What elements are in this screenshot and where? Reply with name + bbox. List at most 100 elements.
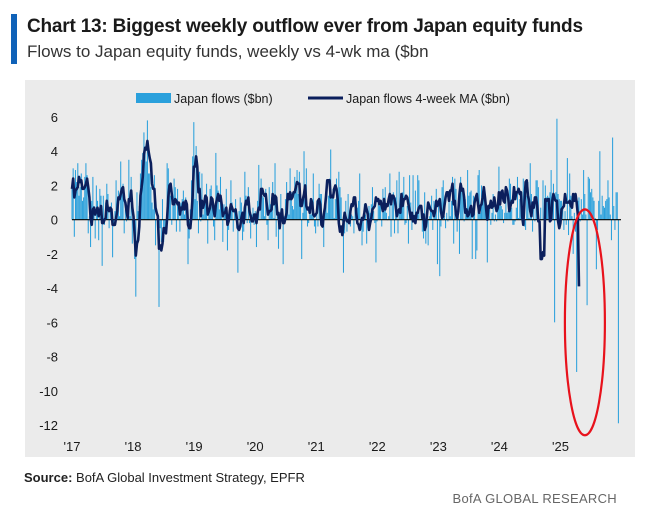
flow-bar bbox=[261, 195, 263, 220]
flow-bar bbox=[587, 176, 589, 220]
flow-bar bbox=[439, 219, 441, 277]
flow-bar bbox=[268, 187, 270, 220]
flow-bar bbox=[486, 219, 488, 263]
flow-bar bbox=[239, 197, 241, 220]
flow-bar bbox=[427, 219, 429, 246]
flow-bar bbox=[166, 163, 168, 220]
flow-bar bbox=[98, 219, 100, 241]
flow-bar bbox=[296, 170, 298, 220]
flow-bar bbox=[240, 202, 242, 220]
flow-bar bbox=[471, 219, 473, 260]
flow-bar bbox=[431, 195, 433, 220]
flow-bar bbox=[428, 216, 430, 220]
flow-bar bbox=[448, 197, 450, 220]
flow-bar bbox=[90, 219, 92, 248]
flow-bar bbox=[359, 173, 361, 220]
flow-bar bbox=[238, 211, 240, 220]
flow-bar bbox=[563, 219, 565, 230]
flow-bar bbox=[108, 219, 110, 229]
flow-bar bbox=[94, 219, 96, 239]
flow-bar bbox=[170, 195, 172, 220]
flow-bar bbox=[195, 146, 197, 220]
flow-bar bbox=[369, 212, 371, 220]
flow-bar bbox=[202, 214, 204, 220]
flow-bar bbox=[331, 197, 333, 220]
flow-bar bbox=[607, 180, 609, 220]
flow-bar bbox=[204, 197, 206, 220]
flow-bar bbox=[571, 216, 573, 220]
flow-bar bbox=[396, 180, 398, 220]
flow-bar bbox=[344, 219, 346, 234]
flow-bar bbox=[135, 219, 137, 297]
flow-bar bbox=[460, 176, 462, 220]
flow-bar bbox=[244, 171, 246, 220]
flow-bar bbox=[290, 192, 292, 220]
flow-bar bbox=[203, 199, 205, 220]
flow-bar bbox=[317, 219, 319, 227]
flow-bar bbox=[80, 173, 82, 220]
title-accent-bar bbox=[11, 14, 17, 64]
flow-bar bbox=[562, 205, 564, 220]
flow-bar bbox=[267, 219, 269, 241]
flow-bar bbox=[414, 190, 416, 220]
flow-bar bbox=[273, 217, 275, 220]
flow-bar bbox=[406, 205, 408, 220]
flow-bar bbox=[79, 187, 81, 220]
x-tick-label: '20 bbox=[247, 439, 264, 454]
flow-bar bbox=[503, 219, 505, 224]
flow-bar bbox=[388, 216, 390, 220]
flow-bar bbox=[266, 219, 268, 225]
flow-bar bbox=[99, 188, 101, 220]
flow-bar bbox=[230, 180, 232, 220]
flow-bar bbox=[522, 178, 524, 220]
flow-bar bbox=[312, 173, 314, 220]
flow-bar bbox=[578, 197, 580, 220]
flow-bar bbox=[511, 207, 513, 220]
flow-bar bbox=[184, 214, 186, 220]
flow-bar bbox=[397, 219, 399, 234]
flow-bar bbox=[332, 188, 334, 220]
flow-bar bbox=[512, 219, 514, 225]
flow-bar bbox=[342, 219, 344, 273]
flow-bar bbox=[308, 219, 310, 224]
flow-bar bbox=[250, 219, 252, 239]
flow-bar bbox=[232, 219, 234, 232]
flow-bar bbox=[327, 195, 329, 220]
flow-bar bbox=[496, 219, 498, 222]
flow-bar bbox=[373, 211, 375, 220]
flow-bar bbox=[491, 212, 493, 220]
source-text: BofA Global Investment Strategy, EPFR bbox=[76, 470, 305, 485]
flow-bar bbox=[81, 200, 83, 220]
flow-bar bbox=[297, 194, 299, 220]
flow-bar bbox=[568, 219, 570, 236]
flow-bar bbox=[129, 216, 131, 220]
flow-bar bbox=[124, 209, 126, 220]
flow-bar bbox=[516, 176, 518, 220]
chart-subtitle: Flows to Japan equity funds, weekly vs 4… bbox=[27, 42, 429, 61]
flow-bar bbox=[409, 175, 411, 220]
flow-bar bbox=[606, 199, 608, 220]
flow-bar bbox=[454, 178, 456, 220]
x-tick-label: '22 bbox=[369, 439, 386, 454]
flow-bar bbox=[326, 212, 328, 220]
flow-bar bbox=[200, 219, 202, 222]
flow-bar bbox=[171, 219, 173, 225]
flow-bar bbox=[161, 199, 164, 220]
flow-bar bbox=[87, 219, 89, 234]
flow-bar bbox=[599, 151, 601, 220]
flow-bar bbox=[155, 219, 157, 246]
flow-bar bbox=[445, 219, 447, 229]
flow-bar bbox=[482, 195, 484, 220]
flow-bar bbox=[479, 212, 481, 220]
flow-bar bbox=[168, 188, 170, 220]
y-tick-label: -8 bbox=[46, 350, 58, 365]
flow-bar bbox=[592, 197, 594, 220]
flow-bar bbox=[432, 219, 434, 230]
flow-bar bbox=[362, 219, 364, 232]
flow-bar bbox=[293, 209, 295, 220]
flow-bar bbox=[128, 159, 130, 220]
flow-bar bbox=[513, 219, 515, 225]
x-tick-label: '24 bbox=[491, 439, 508, 454]
flow-bar bbox=[301, 219, 303, 260]
y-axis-ticks: 6 4 2 0 -2 -4 -6 -8 -10 -12 bbox=[39, 110, 58, 433]
